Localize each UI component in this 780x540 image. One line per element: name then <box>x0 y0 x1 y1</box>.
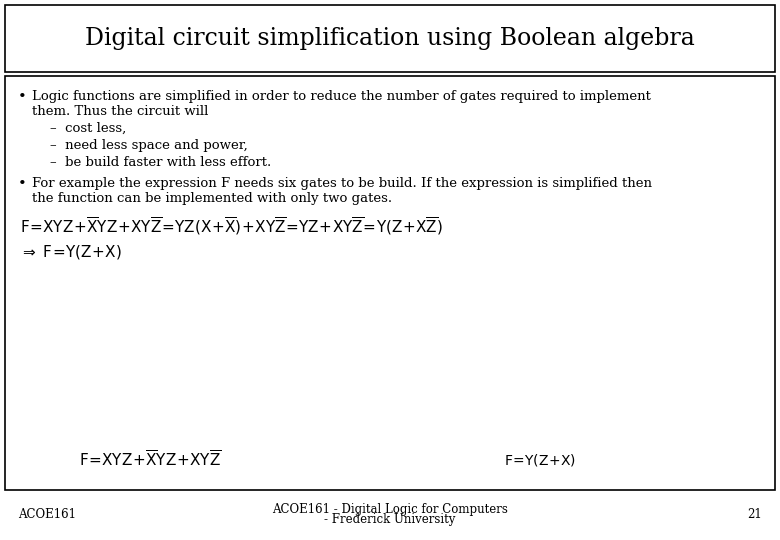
Text: •: • <box>18 177 27 191</box>
Text: For example the expression F needs six gates to be build. If the expression is s: For example the expression F needs six g… <box>32 177 652 190</box>
Text: 21: 21 <box>747 509 762 522</box>
Text: $\mathrm{F\!=\!XYZ\!+\!\overline{X}YZ\!+\!XY\overline{Z}\!=\!YZ(X\!+\!\overline{: $\mathrm{F\!=\!XYZ\!+\!\overline{X}YZ\!+… <box>20 215 443 237</box>
Text: Digital circuit simplification using Boolean algebra: Digital circuit simplification using Boo… <box>85 27 695 50</box>
Text: –  need less space and power,: – need less space and power, <box>50 139 248 152</box>
Text: ACOE161: ACOE161 <box>18 509 76 522</box>
Text: •: • <box>18 90 27 104</box>
Text: $\Rightarrow\;\mathrm{F\!=\!Y(Z\!+\!X)}$: $\Rightarrow\;\mathrm{F\!=\!Y(Z\!+\!X)}$ <box>20 243 122 261</box>
Text: ACOE161 - Digital Logic for Computers: ACOE161 - Digital Logic for Computers <box>272 503 508 516</box>
Text: –  be build faster with less effort.: – be build faster with less effort. <box>50 156 271 169</box>
Text: $\mathrm{F\!=\!Y(Z\!+\!X)}$: $\mathrm{F\!=\!Y(Z\!+\!X)}$ <box>504 452 576 468</box>
FancyBboxPatch shape <box>5 5 775 72</box>
FancyBboxPatch shape <box>5 76 775 490</box>
Text: Logic functions are simplified in order to reduce the number of gates required t: Logic functions are simplified in order … <box>32 90 651 103</box>
Text: the function can be implemented with only two gates.: the function can be implemented with onl… <box>32 192 392 205</box>
Text: –  cost less,: – cost less, <box>50 122 126 135</box>
Text: them. Thus the circuit will: them. Thus the circuit will <box>32 105 208 118</box>
Text: $\mathrm{F\!=\!XYZ\!+\!\overline{X}YZ\!+\!XY\overline{Z}}$: $\mathrm{F\!=\!XYZ\!+\!\overline{X}YZ\!+… <box>79 450 222 470</box>
Text: - Frederick University: - Frederick University <box>324 514 456 526</box>
